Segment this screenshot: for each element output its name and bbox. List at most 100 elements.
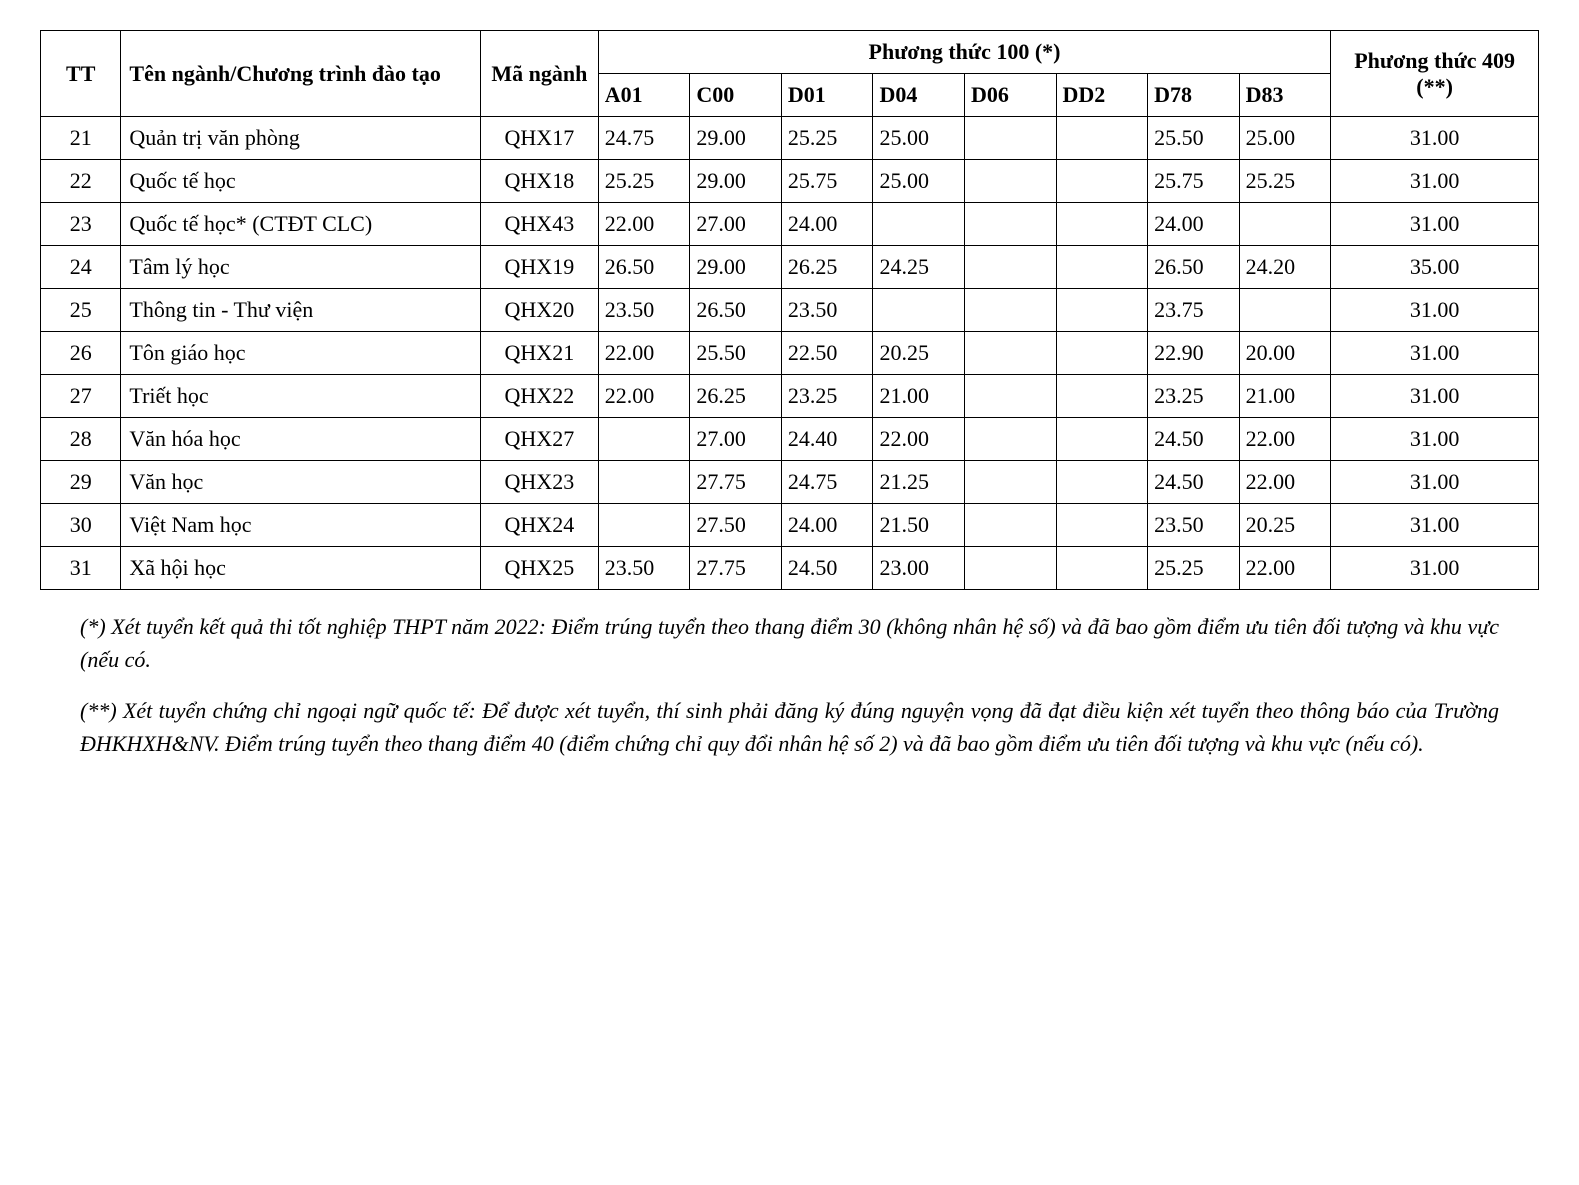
header-sub-d06: D06	[964, 74, 1056, 117]
cell-code: QHX17	[480, 117, 598, 160]
table-row: 22Quốc tế họcQHX1825.2529.0025.7525.0025…	[41, 160, 1539, 203]
cell-name: Văn hóa học	[121, 418, 481, 461]
cell-method409: 31.00	[1331, 203, 1539, 246]
footnote-2: (**) Xét tuyển chứng chỉ ngoại ngữ quốc …	[80, 694, 1499, 760]
cell-score	[598, 504, 690, 547]
cell-score	[964, 246, 1056, 289]
cell-score: 21.00	[873, 375, 965, 418]
cell-code: QHX22	[480, 375, 598, 418]
cell-method409: 35.00	[1331, 246, 1539, 289]
cell-tt: 28	[41, 418, 121, 461]
cell-score: 27.00	[690, 203, 782, 246]
cell-score: 26.50	[690, 289, 782, 332]
cell-score	[873, 289, 965, 332]
cell-score: 29.00	[690, 160, 782, 203]
cell-score: 23.00	[873, 547, 965, 590]
table-body: 21Quản trị văn phòngQHX1724.7529.0025.25…	[41, 117, 1539, 590]
cell-score	[1056, 289, 1148, 332]
cell-score	[964, 547, 1056, 590]
cell-method409: 31.00	[1331, 547, 1539, 590]
cell-tt: 30	[41, 504, 121, 547]
cell-score: 24.00	[781, 203, 873, 246]
cell-method409: 31.00	[1331, 461, 1539, 504]
cell-score: 21.50	[873, 504, 965, 547]
cell-score	[964, 418, 1056, 461]
cell-score: 22.00	[598, 375, 690, 418]
cell-score: 25.50	[690, 332, 782, 375]
cell-score: 22.00	[1239, 547, 1331, 590]
cell-score	[1056, 332, 1148, 375]
cell-score: 24.50	[1148, 418, 1240, 461]
cell-score: 22.00	[598, 332, 690, 375]
cell-score: 27.75	[690, 461, 782, 504]
cell-score: 23.25	[1148, 375, 1240, 418]
cell-score: 21.25	[873, 461, 965, 504]
header-sub-dd2: DD2	[1056, 74, 1148, 117]
cell-score: 24.20	[1239, 246, 1331, 289]
footnote-1: (*) Xét tuyển kết quả thi tốt nghiệp THP…	[80, 610, 1499, 676]
cell-score: 22.00	[1239, 461, 1331, 504]
cell-name: Quốc tế học* (CTĐT CLC)	[121, 203, 481, 246]
cell-score: 27.50	[690, 504, 782, 547]
cell-score: 26.25	[690, 375, 782, 418]
cell-code: QHX18	[480, 160, 598, 203]
cell-score	[598, 418, 690, 461]
cell-score	[1056, 504, 1148, 547]
cell-score	[1239, 203, 1331, 246]
table-row: 31Xã hội họcQHX2523.5027.7524.5023.0025.…	[41, 547, 1539, 590]
cell-method409: 31.00	[1331, 504, 1539, 547]
cell-score: 23.50	[1148, 504, 1240, 547]
cell-score	[964, 203, 1056, 246]
cell-tt: 27	[41, 375, 121, 418]
cell-score: 23.25	[781, 375, 873, 418]
cell-score: 20.25	[873, 332, 965, 375]
cell-code: QHX21	[480, 332, 598, 375]
cell-tt: 21	[41, 117, 121, 160]
cell-score	[1056, 547, 1148, 590]
cell-score: 27.75	[690, 547, 782, 590]
cell-score	[1239, 289, 1331, 332]
cell-score: 25.75	[781, 160, 873, 203]
cell-score	[964, 375, 1056, 418]
cell-tt: 25	[41, 289, 121, 332]
cell-code: QHX20	[480, 289, 598, 332]
cell-score: 25.00	[873, 160, 965, 203]
cell-name: Tôn giáo học	[121, 332, 481, 375]
cell-method409: 31.00	[1331, 418, 1539, 461]
cell-tt: 22	[41, 160, 121, 203]
cell-score: 24.00	[781, 504, 873, 547]
cell-method409: 31.00	[1331, 117, 1539, 160]
cell-code: QHX19	[480, 246, 598, 289]
cell-score	[1056, 375, 1148, 418]
cell-score	[964, 289, 1056, 332]
cell-tt: 23	[41, 203, 121, 246]
cell-name: Tâm lý học	[121, 246, 481, 289]
header-name: Tên ngành/Chương trình đào tạo	[121, 31, 481, 117]
cell-code: QHX23	[480, 461, 598, 504]
cell-score: 24.75	[598, 117, 690, 160]
table-row: 29Văn họcQHX2327.7524.7521.2524.5022.003…	[41, 461, 1539, 504]
cell-score	[1056, 160, 1148, 203]
header-sub-a01: A01	[598, 74, 690, 117]
cell-code: QHX43	[480, 203, 598, 246]
cell-score	[1056, 418, 1148, 461]
cell-score: 22.50	[781, 332, 873, 375]
cell-score	[598, 461, 690, 504]
cell-score	[964, 461, 1056, 504]
cell-tt: 29	[41, 461, 121, 504]
cell-score: 26.50	[1148, 246, 1240, 289]
cell-score: 23.50	[781, 289, 873, 332]
header-method100: Phương thức 100 (*)	[598, 31, 1330, 74]
cell-score	[1056, 461, 1148, 504]
cell-code: QHX25	[480, 547, 598, 590]
cell-score: 29.00	[690, 117, 782, 160]
cell-score: 23.50	[598, 289, 690, 332]
footnotes: (*) Xét tuyển kết quả thi tốt nghiệp THP…	[40, 610, 1539, 760]
cell-score	[964, 160, 1056, 203]
cell-code: QHX27	[480, 418, 598, 461]
cell-name: Xã hội học	[121, 547, 481, 590]
header-code: Mã ngành	[480, 31, 598, 117]
table-row: 21Quản trị văn phòngQHX1724.7529.0025.25…	[41, 117, 1539, 160]
cell-code: QHX24	[480, 504, 598, 547]
cell-score: 25.25	[1148, 547, 1240, 590]
